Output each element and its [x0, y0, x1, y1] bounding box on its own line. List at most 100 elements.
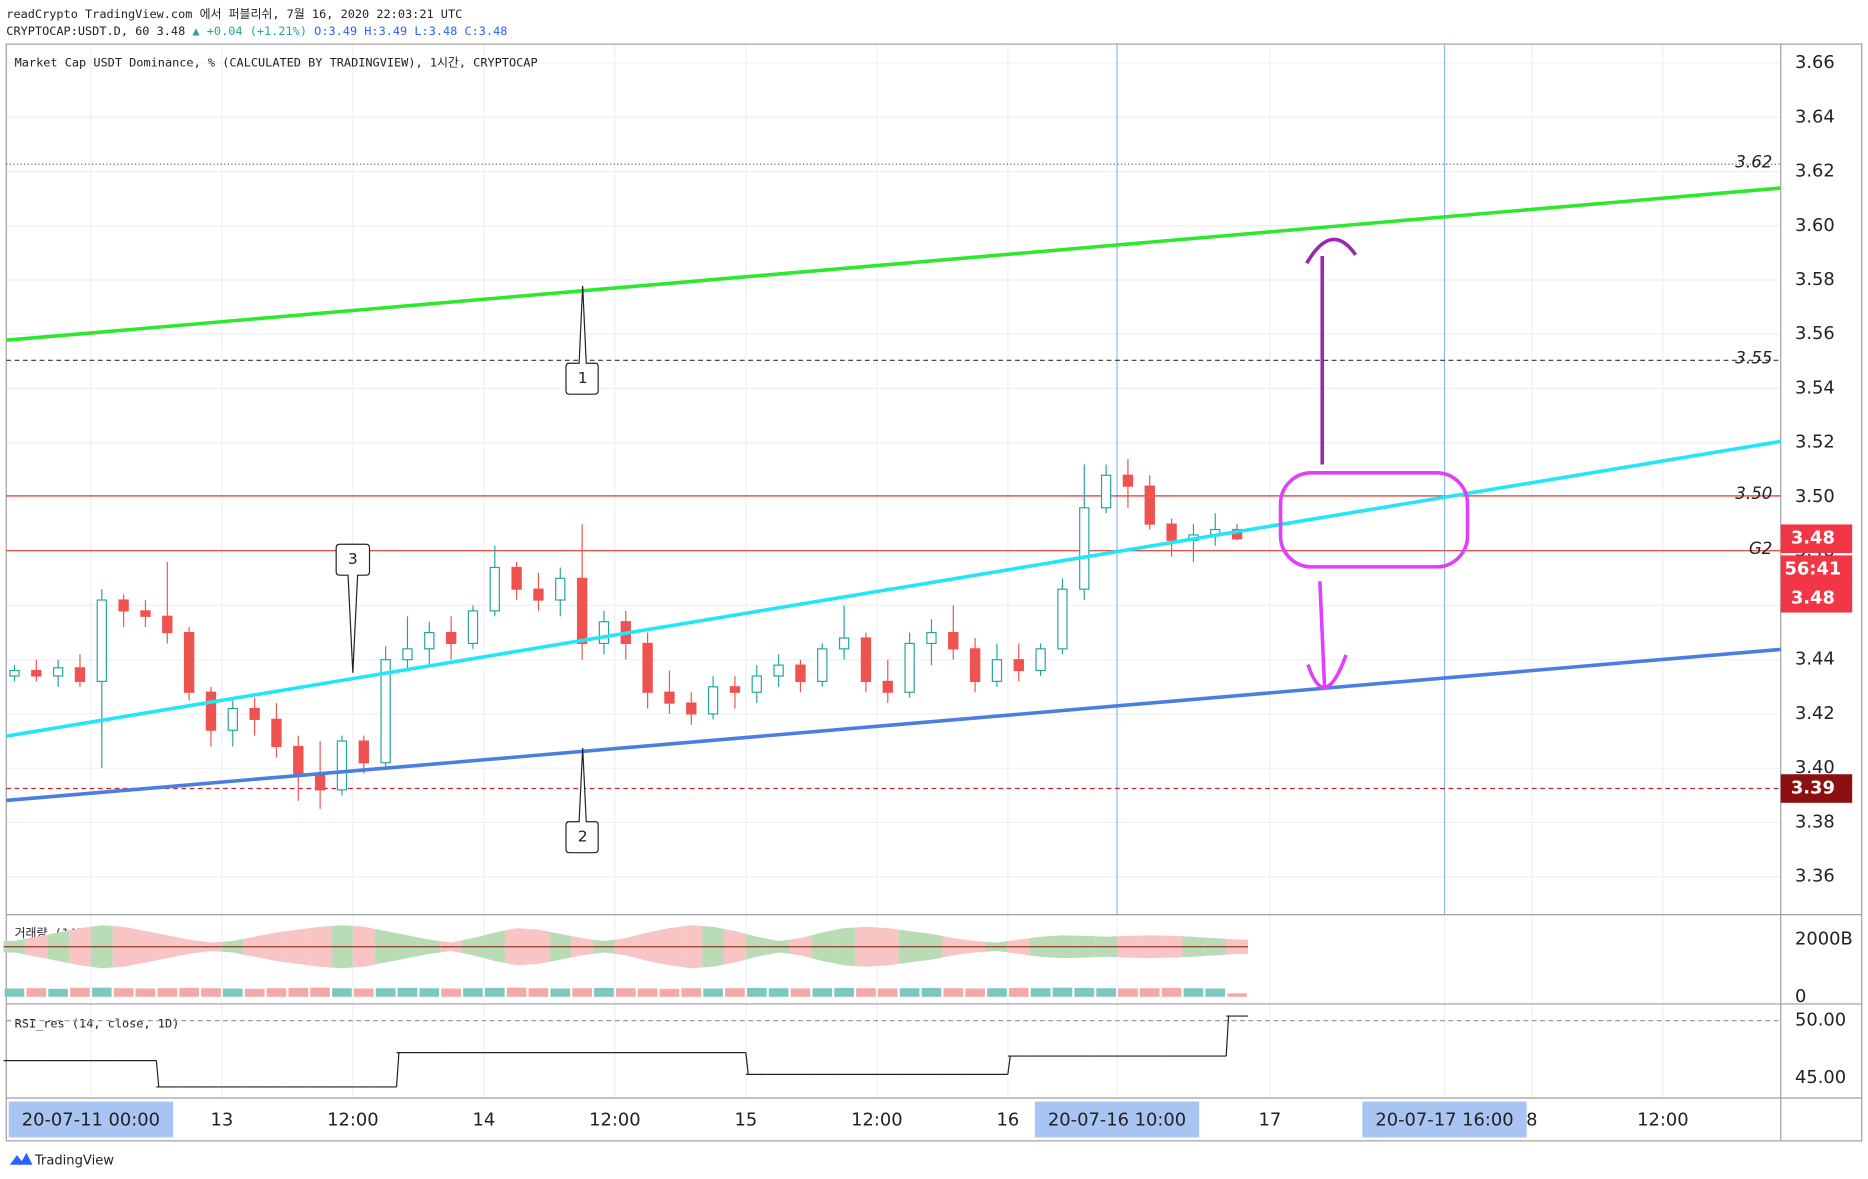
- volume-bar: [550, 988, 571, 997]
- candle-body: [445, 631, 457, 645]
- volume-bar: [703, 988, 723, 997]
- x-tick-label: 12:00: [589, 1110, 640, 1131]
- candle-body: [489, 566, 500, 612]
- rsi-riser: [1007, 1055, 1011, 1075]
- volume-bar: [1183, 988, 1204, 997]
- volume-bar: [1096, 988, 1116, 997]
- candle-body: [314, 772, 326, 791]
- volume-bar: [987, 988, 1007, 997]
- rsi-riser: [745, 1052, 749, 1075]
- y-tick-label: 3.42: [1795, 703, 1835, 724]
- callout: [565, 747, 599, 854]
- volume-bar: [1008, 987, 1029, 997]
- candle-body: [183, 631, 195, 693]
- price-tag-extra-label: 56:41: [1784, 559, 1841, 580]
- volume-bar: [659, 988, 680, 997]
- volume-bar: [222, 988, 243, 997]
- volume-bar: [113, 988, 134, 997]
- y-tick-label: 3.52: [1795, 432, 1835, 453]
- legend: Market Cap USDT Dominance, % (CALCULATED…: [15, 56, 538, 70]
- volume-bar: [681, 988, 702, 997]
- volume-bar: [26, 988, 47, 997]
- x-tick-label: 8: [1526, 1110, 1537, 1131]
- volume-bar: [4, 988, 25, 997]
- x-tick-label: 15: [734, 1110, 757, 1131]
- callout: [565, 285, 599, 395]
- candle-body: [926, 631, 937, 645]
- volume-bar: [856, 988, 876, 997]
- y-tick-label: 3.40: [1795, 757, 1835, 778]
- y-tick-label: 3.56: [1795, 323, 1835, 344]
- logo: [9, 1152, 33, 1165]
- candle-body: [467, 610, 479, 645]
- volume-bar: [572, 988, 592, 997]
- candle-body: [511, 566, 522, 590]
- price-tag: [1780, 774, 1853, 803]
- candle-body: [1013, 659, 1024, 672]
- candle-body: [533, 588, 544, 601]
- candle-body: [358, 740, 369, 764]
- volume-bar: [91, 987, 112, 997]
- y-tick-label: 3.64: [1795, 106, 1835, 127]
- candle-body: [642, 642, 653, 693]
- ohlc: O:3.49 H:3.49 L:3.48 C:3.48: [314, 23, 507, 37]
- y-tick-label: 3.62: [1795, 161, 1835, 182]
- candle-body: [948, 631, 959, 650]
- volume-bar: [157, 988, 178, 997]
- volume-bar: [965, 988, 985, 997]
- candle-body: [1122, 474, 1134, 487]
- volume-bar: [812, 988, 833, 997]
- volume-bar: [1118, 988, 1138, 997]
- volume-bar: [353, 988, 374, 997]
- annotations: 1 2 3: [335, 237, 1470, 854]
- volume-bar: [266, 988, 287, 997]
- volume-bar: [397, 987, 418, 997]
- volume-bar: [834, 987, 854, 997]
- volume-bar: [725, 988, 745, 997]
- rsi-tick-label: 45.00: [1795, 1067, 1846, 1088]
- price-tag-extra-label: 3.48: [1791, 587, 1835, 608]
- candle-body: [860, 637, 872, 682]
- volume-bar: [637, 988, 658, 997]
- volume-bar: [790, 988, 811, 997]
- x-tick-label: 16: [996, 1110, 1019, 1131]
- candle-body: [1079, 507, 1090, 590]
- x-tick-label: 12:00: [851, 1110, 902, 1131]
- candle-body: [598, 621, 610, 645]
- y-tick-label: 3.60: [1795, 215, 1835, 236]
- time-marker-label: 20-07-11 00:00: [22, 1110, 160, 1131]
- candle-body: [1100, 474, 1112, 509]
- candle-body: [52, 667, 64, 677]
- callout: [335, 543, 371, 673]
- candle-body: [576, 577, 588, 645]
- y-tick-label: 3.58: [1795, 269, 1835, 290]
- volume-bar: [70, 987, 90, 997]
- candle-body: [1166, 523, 1177, 541]
- volume-bar: [943, 988, 964, 997]
- candle-body: [118, 599, 129, 612]
- trendline: [5, 439, 1782, 738]
- x-tick-label: 12:00: [327, 1110, 378, 1131]
- price-tag-extra: [1780, 555, 1853, 584]
- candle-body: [1144, 485, 1155, 525]
- marks: 3.363.383.403.423.443.463.483.503.523.54…: [3, 52, 1853, 1138]
- volume-bar: [921, 987, 942, 997]
- callout-label: 2: [578, 828, 588, 846]
- volume-bar: [1030, 988, 1051, 997]
- frame-border: [5, 43, 1863, 1142]
- volume-bar: [506, 987, 527, 997]
- candle-body: [31, 669, 42, 677]
- horizontal-line-label: G2: [1749, 539, 1773, 558]
- candle-body: [882, 680, 893, 693]
- time-marker-box: [1034, 1101, 1200, 1138]
- candle-body: [817, 648, 828, 682]
- candle-body: [904, 642, 915, 693]
- candle-body: [751, 675, 762, 693]
- y-tick-label: 3.54: [1795, 377, 1835, 398]
- arrow-up: [1305, 237, 1358, 465]
- rsi-riser: [395, 1052, 400, 1087]
- highlight-box: [1278, 471, 1470, 569]
- rsi-tick-label: 50.00: [1795, 1010, 1846, 1031]
- candle-body: [1035, 648, 1046, 672]
